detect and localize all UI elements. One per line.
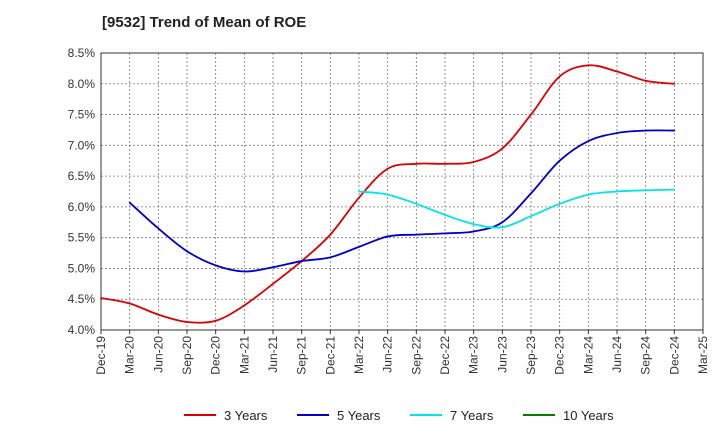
y-tick-label: 6.5%	[68, 169, 96, 183]
x-tick-label: Jun-22	[381, 336, 395, 373]
x-tick-label: Sep-24	[639, 336, 653, 375]
chart-title: [9532] Trend of Mean of ROE	[102, 14, 307, 31]
y-tick-label: 7.5%	[68, 108, 96, 122]
y-tick-label: 8.5%	[68, 46, 96, 60]
plot-frame	[100, 52, 704, 331]
x-tick-label: Jun-23	[495, 336, 509, 373]
y-tick-label: 6.0%	[68, 200, 96, 214]
y-tick-label: 8.0%	[68, 77, 96, 91]
x-tick-label: Dec-23	[553, 336, 567, 375]
x-tick-label: Mar-21	[237, 336, 251, 374]
x-tick-label: Sep-22	[409, 336, 423, 375]
x-tick-label: Dec-24	[667, 336, 681, 375]
legend-label-10-years: 10 Years	[563, 408, 614, 423]
x-tick-label: Dec-21	[323, 336, 337, 375]
x-tick-label: Mar-23	[467, 336, 481, 374]
series-line-7-years	[358, 188, 676, 229]
legend-label-7-years: 7 Years	[450, 408, 494, 423]
x-tick-label: Sep-21	[295, 336, 309, 375]
x-tick-label: Mar-25	[696, 336, 710, 374]
series-line-3-years	[100, 64, 676, 324]
x-tick-label: Jun-21	[266, 336, 280, 373]
x-tick-label: Mar-22	[352, 336, 366, 374]
x-tick-label: Sep-23	[524, 336, 538, 375]
x-tick-label: Jun-24	[610, 336, 624, 373]
x-tick-label: Dec-22	[438, 336, 452, 375]
x-tick-label: Jun-20	[151, 336, 165, 373]
y-tick-label: 5.0%	[68, 261, 96, 275]
legend-label-3-years: 3 Years	[224, 408, 268, 423]
x-tick-label: Sep-20	[180, 336, 194, 375]
x-tick-label: Mar-20	[123, 336, 137, 374]
y-tick-label: 7.0%	[68, 138, 96, 152]
y-tick-label: 4.5%	[68, 292, 96, 306]
y-tick-label: 5.5%	[68, 231, 96, 245]
legend-label-5-years: 5 Years	[337, 408, 381, 423]
series-line-5-years	[128, 129, 676, 273]
x-tick-label: Dec-20	[209, 336, 223, 375]
x-tick-label: Mar-24	[581, 336, 595, 374]
x-tick-label: Dec-19	[94, 336, 108, 375]
y-tick-label: 4.0%	[68, 323, 96, 337]
plot-area	[101, 53, 703, 330]
